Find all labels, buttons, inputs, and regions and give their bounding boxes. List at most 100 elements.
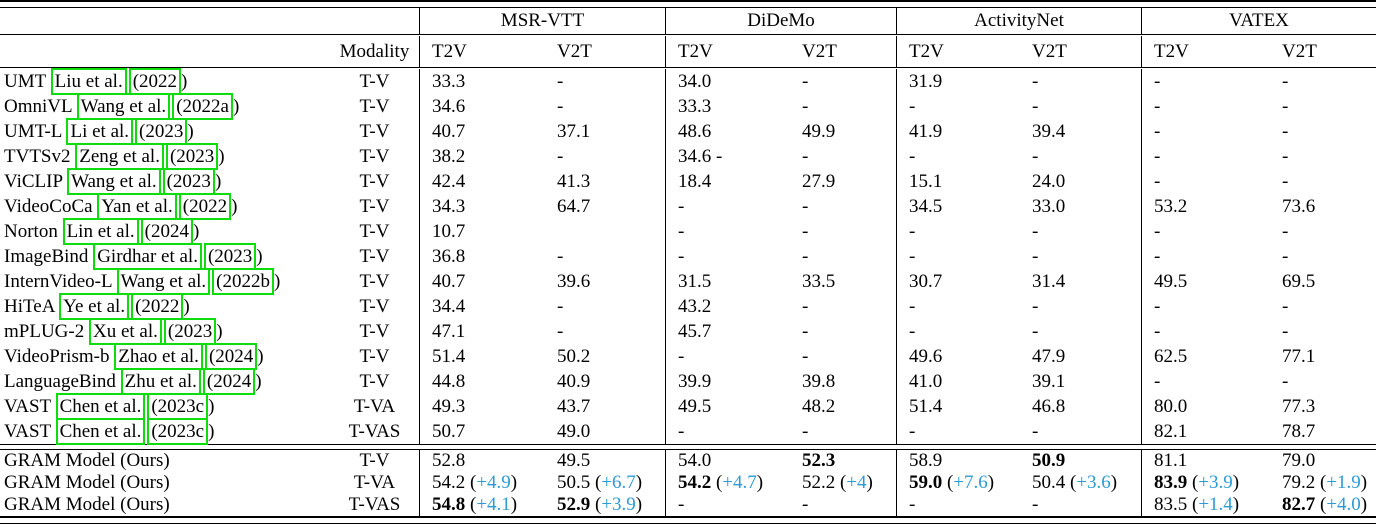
citation-author-link[interactable]: Wang et al. — [76, 93, 171, 120]
score-cell: 44.8 — [419, 369, 545, 394]
score-cell: 64.7 — [557, 196, 591, 217]
column-header-row: Modality T2V V2T T2V V2T T2V V2T T2V V2T — [0, 36, 1376, 67]
method-cell: mPLUG-2 Xu et al. (2023) — [4, 318, 223, 345]
citation-author-link[interactable]: Xu et al. — [88, 318, 162, 345]
score-value: 52.8 — [432, 450, 466, 471]
citation-year-link[interactable]: (2024 — [204, 343, 258, 370]
score-cell: - — [557, 246, 564, 267]
score-cell: 48.6 — [665, 119, 790, 144]
citation-author-link[interactable]: Girdhar et al. — [93, 243, 202, 270]
citation-year-link[interactable]: (2023 — [162, 168, 215, 195]
citation-year-link[interactable]: (2022 — [128, 68, 182, 95]
citation-author-link[interactable]: Wang et al. — [116, 268, 211, 295]
score-cell: 39.4 — [1032, 121, 1066, 142]
score-delta: +1.9 — [1326, 472, 1361, 493]
v2t-header-msrvtt: V2T — [557, 41, 592, 62]
citation-year-link[interactable]: (2023 — [163, 318, 217, 345]
header-divider-rule — [0, 34, 1376, 36]
score-value: 52.2 — [802, 472, 836, 493]
score-cell: 45.7 — [665, 319, 790, 344]
score-value: - — [802, 494, 809, 515]
citation-author-link[interactable]: Ye et al. — [59, 293, 130, 320]
citation-year-link[interactable]: (2023 — [165, 143, 219, 170]
citation-author-link[interactable]: Liu et al. — [50, 68, 127, 95]
citation-year-link[interactable]: (2023c — [147, 393, 209, 420]
citation-author-link[interactable]: Lin et al. — [62, 218, 139, 245]
citation-author-link[interactable]: Chen et al. — [55, 393, 146, 420]
t2v-header-didemo: T2V — [665, 36, 790, 67]
score-cell: 51.4 — [419, 344, 545, 369]
score-cell: 77.1 — [1282, 346, 1316, 367]
citation-year-link[interactable]: (2023 — [203, 243, 257, 270]
score-cell: - — [1141, 169, 1270, 194]
modality-cell: T-V — [359, 271, 390, 292]
score-cell: - — [1141, 119, 1270, 144]
score-cell: - — [1282, 371, 1289, 392]
score-cell — [545, 219, 665, 244]
citation-author-link[interactable]: Zeng et al. — [75, 143, 164, 170]
table-row: ViCLIP Wang et al. (2023) T-V 42.4 41.3 18.4 2… — [0, 168, 1376, 195]
score-cell: - — [1282, 246, 1289, 267]
method-cell: GRAM Model (Ours) — [4, 494, 170, 515]
dataset-header-vatex: VATEX — [1141, 8, 1376, 34]
score-delta: +6.7 — [601, 472, 636, 493]
score-cell: 52.2 (+4) — [802, 472, 873, 493]
citation-author-link[interactable]: Zhu et al. — [120, 368, 201, 395]
citation-year-link[interactable]: (2023 — [135, 118, 188, 145]
score-cell: - — [557, 146, 564, 167]
score-delta: +7.6 — [953, 472, 988, 493]
citation-author-link[interactable]: Chen et al. — [55, 418, 146, 445]
score-value: 83.9 — [1154, 472, 1188, 493]
score-cell: 54.0 — [665, 450, 790, 472]
score-delta: +3.9 — [1198, 472, 1233, 493]
method-cell: InternVideo-L Wang et al. (2022b) — [4, 268, 281, 295]
method-cell: VideoPrism-b Zhao et al. (2024) — [4, 343, 264, 370]
score-cell: 49.0 — [557, 421, 591, 442]
table-row: InternVideo-L Wang et al. (2022b) T-V 40.7 3… — [0, 268, 1376, 295]
score-cell: 49.5 — [665, 394, 790, 419]
score-cell: 69.5 — [1282, 271, 1316, 292]
score-cell: 10.7 — [419, 219, 545, 244]
modality-cell: T-VAS — [348, 494, 401, 515]
score-cell: 39.8 — [802, 371, 836, 392]
modality-cell: T-V — [359, 146, 390, 167]
score-cell: - — [1020, 494, 1141, 516]
score-cell: - — [1282, 121, 1289, 142]
score-cell: - — [1032, 421, 1039, 442]
score-delta: +4.9 — [476, 472, 511, 493]
section-divider-rule — [0, 444, 1376, 450]
table-row: VideoPrism-b Zhao et al. (2024) T-V 51.4 50.… — [0, 343, 1376, 370]
citation-year-link[interactable]: (2022 — [131, 293, 184, 320]
score-value: 81.1 — [1154, 450, 1188, 471]
citation-year-link[interactable]: (2022b — [212, 268, 274, 295]
citation-author-link[interactable]: Wang et al. — [67, 168, 161, 195]
modality-cell: T-V — [359, 121, 390, 142]
method-cell: GRAM Model (Ours) — [4, 450, 170, 471]
score-cell: - — [1282, 96, 1289, 117]
citation-author-link[interactable]: Zhao et al. — [114, 343, 203, 370]
score-value: 52.9 — [557, 494, 591, 515]
citation-author-link[interactable]: Li et al. — [66, 118, 134, 145]
score-cell: 31.5 — [665, 269, 790, 294]
score-cell: - — [1282, 321, 1289, 342]
score-cell: - — [790, 494, 896, 516]
score-cell: 62.5 — [1141, 344, 1270, 369]
citation-year-link[interactable]: (2023c — [147, 418, 209, 445]
score-cell: 49.5 — [1141, 269, 1270, 294]
citation-author-link[interactable]: Yan et al. — [97, 193, 177, 220]
citation-year-link[interactable]: (2022 — [178, 193, 232, 220]
score-cell: 83.5 (+1.4) — [1141, 494, 1270, 516]
citation-year-link[interactable]: (2024 — [202, 368, 256, 395]
citation-year-link[interactable]: (2024 — [140, 218, 193, 245]
header-spacer — [0, 8, 419, 34]
method-cell: UMT-L Li et al. (2023) — [4, 118, 194, 145]
citation-year-link[interactable]: (2022a — [172, 93, 233, 120]
modality-cell: T-V — [359, 296, 390, 317]
score-cell: - — [896, 144, 1020, 169]
modality-cell: T-V — [359, 321, 390, 342]
score-cell: - — [557, 96, 564, 117]
score-cell: 52.9 (+3.9) — [557, 494, 643, 515]
method-cell: GRAM Model (Ours) — [4, 472, 170, 493]
top-double-rule — [0, 0, 1376, 8]
